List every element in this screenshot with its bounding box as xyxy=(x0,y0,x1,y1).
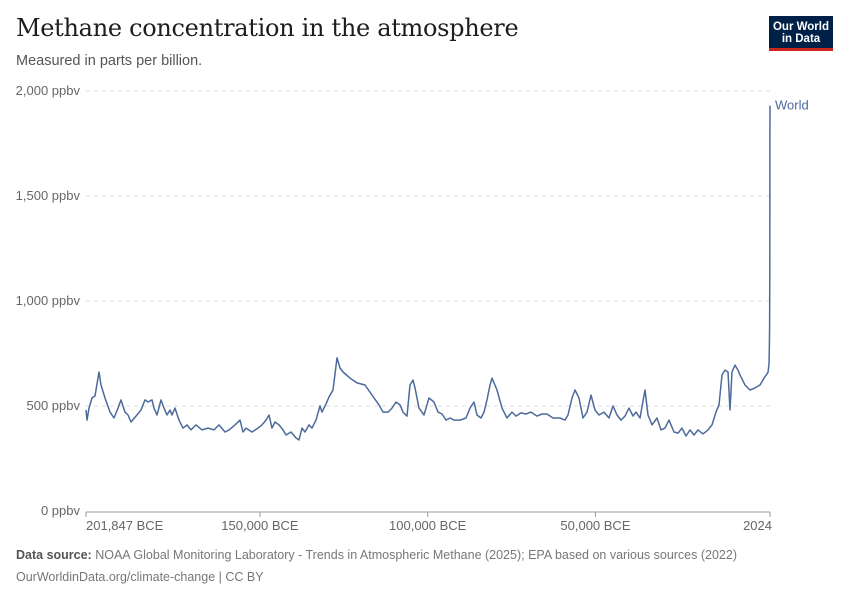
y-tick-label: 1,000 ppbv xyxy=(16,293,81,308)
footer-link[interactable]: OurWorldinData.org/climate-change | CC B… xyxy=(16,570,264,584)
x-tick-label: 2024 xyxy=(743,518,772,533)
chart-subtitle: Measured in parts per billion. xyxy=(16,53,203,69)
chart-title: Methane concentration in the atmosphere xyxy=(16,14,519,42)
x-tick-label: 201,847 BCE xyxy=(86,518,164,533)
series-line-world xyxy=(85,105,771,441)
data-source: Data source: NOAA Global Monitoring Labo… xyxy=(16,548,737,562)
x-tick-label: 150,000 BCE xyxy=(221,518,299,533)
x-tick-label: 50,000 BCE xyxy=(560,518,630,533)
y-tick-label: 500 ppbv xyxy=(27,398,81,413)
source-label: Data source: xyxy=(16,548,92,562)
x-tick-label: 100,000 BCE xyxy=(389,518,467,533)
logo-line2: in Data xyxy=(781,33,821,45)
y-tick-label: 0 ppbv xyxy=(41,503,81,518)
y-tick-label: 2,000 ppbv xyxy=(16,83,81,98)
y-tick-label: 1,500 ppbv xyxy=(16,188,81,203)
series-label: World xyxy=(775,98,809,113)
owid-logo[interactable]: Our World in Data xyxy=(769,16,833,51)
source-text: NOAA Global Monitoring Laboratory - Tren… xyxy=(95,548,737,562)
logo-line1: Our World xyxy=(772,21,829,33)
